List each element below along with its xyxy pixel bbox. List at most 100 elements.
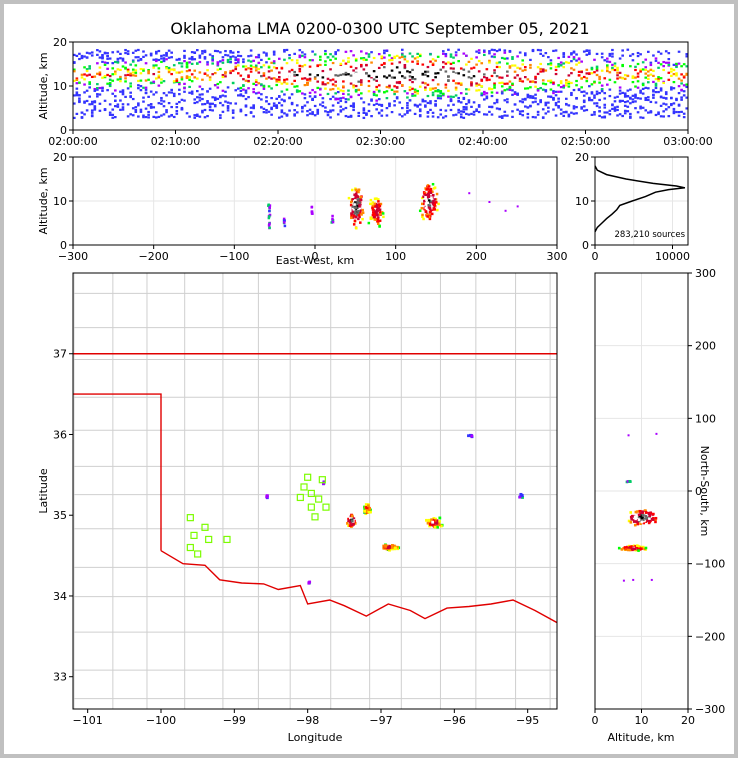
time-height-source-cell <box>554 114 558 117</box>
time-height-source-cell <box>334 92 337 95</box>
time-height-source-cell <box>436 94 440 97</box>
time-height-source-cell <box>75 112 79 116</box>
time-height-source-cell <box>377 103 381 106</box>
time-height-source-cell <box>526 93 530 96</box>
time-height-source-cell <box>111 67 115 70</box>
time-height-source-cell <box>439 97 443 100</box>
ns-source-cell <box>643 547 646 551</box>
time-height-source-cell <box>385 97 389 100</box>
time-height-source-cell <box>452 67 455 70</box>
time-height-source-cell <box>234 56 238 59</box>
time-height-source-cell <box>344 114 348 118</box>
time-height-source-cell <box>180 76 184 79</box>
time-height-source-cell <box>383 75 386 78</box>
time-height-source-cell <box>190 73 194 76</box>
time-height-source-cell <box>85 89 89 92</box>
time-height-source-cell <box>139 85 143 88</box>
time-height-source-cell <box>75 82 79 85</box>
time-height-source-cell <box>198 115 202 118</box>
time-height-source-cell <box>636 51 640 55</box>
time-height-source-cell <box>467 78 471 82</box>
time-height-source-cell <box>377 98 381 101</box>
time-height-source-cell <box>242 75 245 78</box>
time-height-source-cell <box>180 78 184 81</box>
time-height-source-cell <box>329 68 332 71</box>
time-height-source-cell <box>175 109 179 113</box>
plan-view-source-cell <box>435 524 439 527</box>
time-height-source-cell <box>165 54 168 57</box>
time-height-source-cell <box>521 59 525 62</box>
plan-view-source-cell <box>427 519 431 522</box>
time-height-source-cell <box>175 102 179 105</box>
time-height-source-cell <box>257 82 261 85</box>
time-height-source-cell <box>303 104 307 107</box>
time-height-source-cell <box>149 105 153 108</box>
oklahoma-state-border <box>73 353 557 624</box>
time-height-source-cell <box>283 93 286 96</box>
time-height-source-cell <box>316 86 320 90</box>
time-height-source-cell <box>406 111 409 114</box>
time-height-source-cell <box>623 77 627 80</box>
time-height-source-cell <box>257 91 261 94</box>
time-height-source-cell <box>234 65 238 68</box>
time-height-source-cell <box>339 99 343 103</box>
time-height-source-cell <box>108 103 112 106</box>
time-height-source-cell <box>80 76 84 79</box>
time-height-source-cell <box>144 62 148 65</box>
time-height-source-cell <box>88 103 91 106</box>
time-height-source-cell <box>288 76 291 79</box>
time-height-source-cell <box>608 71 612 74</box>
time-height-source-cell <box>682 84 686 87</box>
ns-source-cell <box>629 545 633 549</box>
time-height-source-cell <box>244 65 248 68</box>
time-height-source-cell <box>431 115 435 118</box>
time-height-source-cell <box>565 111 568 114</box>
time-height-source-cell <box>549 79 553 82</box>
time-height-source-cell <box>170 105 173 109</box>
time-height-source-cell <box>131 114 135 117</box>
time-height-source-cell <box>247 59 250 62</box>
time-height-source-cell <box>444 86 448 89</box>
time-height-source-cell <box>331 70 335 73</box>
time-height-source-cell <box>634 94 637 98</box>
time-height-source-cell <box>454 88 458 91</box>
plan-view-source-cell <box>348 520 352 524</box>
time-height-source-cell <box>311 98 314 101</box>
time-height-source-cell <box>203 49 207 52</box>
time-height-source-cell <box>406 102 409 105</box>
time-height-source-cell <box>411 68 414 71</box>
ew-source-cell <box>377 203 381 206</box>
time-height-source-cell <box>111 79 115 82</box>
time-height-source-cell <box>377 53 381 56</box>
time-height-source-cell <box>652 74 655 78</box>
ew-source-cell <box>426 199 430 202</box>
time-height-source-cell <box>401 48 404 51</box>
time-height-source-cell <box>270 96 273 100</box>
time-height-source-cell <box>334 84 337 87</box>
time-height-source-cell <box>611 68 614 71</box>
ns-source-cell <box>634 517 637 521</box>
time-height-source-cell <box>372 56 376 60</box>
time-height-source-cell <box>295 104 299 107</box>
time-height-source-cell <box>101 60 104 63</box>
ew-source-cell <box>427 208 430 212</box>
time-height-source-cell <box>416 65 419 69</box>
time-height-source-cell <box>421 100 425 103</box>
time-height-source-cell <box>75 87 79 90</box>
time-height-source-cell <box>288 109 291 112</box>
time-height-source-cell <box>598 91 601 95</box>
time-height-source-cell <box>170 72 173 76</box>
time-height-source-cell <box>201 88 204 91</box>
time-height-source-cell <box>362 68 366 71</box>
ew-source-cell <box>357 209 360 213</box>
ew-source-cell <box>373 212 376 216</box>
time-height-source-cell <box>436 89 440 92</box>
time-height-source-cell <box>203 108 207 112</box>
ew-source-cell <box>310 210 314 213</box>
north-south-axis-tick-label: 100 <box>695 412 716 425</box>
time-height-source-cell <box>636 111 640 114</box>
time-height-source-cell <box>557 63 560 66</box>
time-height-source-cell <box>306 114 309 117</box>
time-height-source-cell <box>254 83 258 87</box>
time-height-source-cell <box>229 50 232 53</box>
